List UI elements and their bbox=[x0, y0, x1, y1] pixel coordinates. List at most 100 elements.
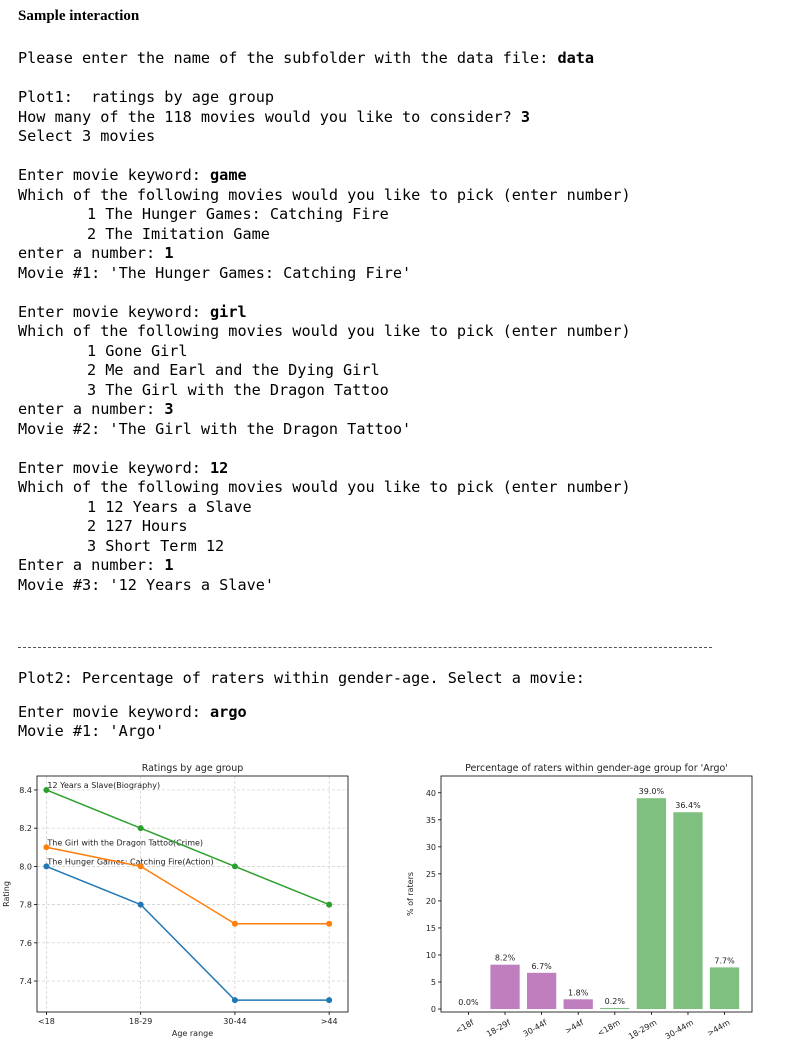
prompt-text: Movie #1: 'The Hunger Games: Catching Fi… bbox=[18, 263, 412, 282]
prompt-text: How many of the 118 movies would you lik… bbox=[18, 107, 521, 126]
user-input: 1 bbox=[164, 556, 174, 574]
series-line bbox=[46, 846, 330, 925]
prompt-text: enter a number: bbox=[18, 244, 165, 262]
block: Enter movie keyword: girl Which of the fo… bbox=[18, 303, 631, 440]
chart-title: Ratings by age group bbox=[142, 763, 244, 774]
prompt-text: Enter movie keyword: bbox=[18, 458, 211, 477]
series-line bbox=[46, 789, 330, 906]
y-tick-label: 15 bbox=[426, 924, 436, 933]
series-annotation: The Hunger Games: Catching Fire(Action) bbox=[46, 857, 213, 866]
prompt-text: Movie #3: '12 Years a Slave' bbox=[18, 575, 275, 594]
x-tick-label: 30-44m bbox=[664, 1018, 696, 1041]
prompt-text: Enter movie keyword: bbox=[18, 702, 211, 721]
data-point bbox=[326, 901, 333, 908]
data-point bbox=[326, 997, 333, 1004]
value-label: 6.7% bbox=[531, 962, 552, 971]
user-input: data bbox=[557, 49, 595, 67]
line: Please enter the name of the subfolder w… bbox=[18, 49, 631, 69]
charts: Ratings by age group Rating Age range 7.4 7.… bbox=[2, 763, 753, 1041]
y-axis-label: Rating bbox=[2, 881, 11, 907]
data-point bbox=[43, 863, 50, 870]
x-tick-label: <18f bbox=[454, 1018, 476, 1036]
data-point bbox=[231, 863, 238, 870]
prompt-text: 3 Short Term 12 bbox=[87, 536, 225, 555]
y-tick-label: 8.0 bbox=[19, 862, 32, 871]
block: Plot1: ratings by age group How many of t… bbox=[18, 88, 631, 147]
line: 1 The Hunger Games: Catching Fire bbox=[18, 205, 631, 225]
prompt-text: Enter movie keyword: bbox=[18, 302, 211, 321]
x-tick-label: >44f bbox=[564, 1018, 586, 1036]
bar bbox=[636, 798, 667, 1010]
line: Which of the following movies would you … bbox=[18, 322, 631, 342]
user-input: argo bbox=[210, 702, 247, 721]
y-tick-label: 7.8 bbox=[19, 901, 32, 910]
prompt-text: 2 Me and Earl and the Dying Girl bbox=[87, 361, 380, 379]
prompt-text: Which of the following movies would you … bbox=[18, 185, 631, 204]
line: Plot2: Percentage of raters within gende… bbox=[18, 669, 631, 689]
line: How many of the 118 movies would you lik… bbox=[18, 108, 631, 128]
block: Please enter the name of the subfolder w… bbox=[18, 49, 631, 69]
chart-title: Percentage of raters within gender-age g… bbox=[465, 763, 728, 774]
series-annotation: The Girl with the Dragon Tattoo(Crime) bbox=[46, 838, 203, 847]
user-input: game bbox=[210, 166, 247, 184]
x-tick-label: <18m bbox=[596, 1018, 622, 1038]
x-tick-label: >44m bbox=[706, 1018, 732, 1038]
series-line bbox=[46, 865, 330, 1001]
y-tick-label: 8.2 bbox=[19, 824, 32, 833]
x-tick-label: >44 bbox=[321, 1017, 338, 1026]
y-tick-label: 25 bbox=[426, 870, 436, 879]
user-input: 3 bbox=[520, 107, 531, 126]
line: Enter movie keyword: argo bbox=[18, 703, 631, 723]
prompt-text: Please enter the name of the subfolder w… bbox=[18, 49, 558, 67]
bar bbox=[563, 999, 593, 1010]
y-tick-label: 7.4 bbox=[19, 977, 32, 986]
prompt-text: 1 The Hunger Games: Catching Fire bbox=[87, 205, 389, 223]
prompt-text: Enter a number: bbox=[18, 556, 165, 574]
terminal-output: Please enter the name of the subfolder w… bbox=[18, 49, 631, 761]
data-point bbox=[231, 920, 238, 927]
bar bbox=[673, 812, 703, 1010]
prompt-text: enter a number: bbox=[18, 400, 165, 418]
line: Which of the following movies would you … bbox=[18, 186, 631, 206]
line: 2 127 Hours bbox=[18, 517, 631, 537]
data-point bbox=[231, 997, 238, 1004]
line: Which of the following movies would you … bbox=[18, 478, 631, 498]
block: Enter movie keyword: game Which of the fo… bbox=[18, 166, 631, 283]
x-tick-label: 18-29 bbox=[129, 1017, 152, 1026]
plot-frame bbox=[440, 775, 753, 1013]
x-tick-label: 30-44 bbox=[223, 1017, 246, 1026]
prompt-text: Plot2: Percentage of raters within gende… bbox=[18, 669, 585, 687]
x-tick-label: 30-44f bbox=[522, 1018, 549, 1039]
prompt-text: Movie #1: 'Argo' bbox=[18, 722, 165, 740]
user-input: girl bbox=[210, 302, 247, 321]
data-point bbox=[43, 844, 50, 851]
divider bbox=[18, 647, 712, 648]
line: Select 3 movies bbox=[18, 127, 631, 147]
line: enter a number: 3 bbox=[18, 400, 631, 420]
user-input: 1 bbox=[164, 244, 174, 262]
bar bbox=[526, 972, 557, 1010]
series-annotation: 12 Years a Slave(Biography) bbox=[47, 781, 160, 790]
line: 2 The Imitation Game bbox=[18, 225, 631, 245]
block: Plot2: Percentage of raters within gende… bbox=[18, 669, 631, 689]
prompt-text: 1 12 Years a Slave bbox=[87, 497, 252, 516]
prompt-text: 3 The Girl with the Dragon Tattoo bbox=[87, 380, 389, 399]
y-tick-label: 20 bbox=[426, 897, 436, 906]
value-label: 8.2% bbox=[495, 954, 516, 963]
line: 1 12 Years a Slave bbox=[18, 498, 631, 518]
prompt-text: Which of the following movies would you … bbox=[18, 322, 631, 340]
prompt-text: Plot1: ratings by age group bbox=[18, 88, 275, 106]
y-tick-label: 7.6 bbox=[19, 939, 32, 948]
block: Enter movie keyword: argo Movie #1: 'Argo… bbox=[18, 703, 631, 742]
data-point bbox=[137, 825, 144, 832]
prompt-text: Which of the following movies would you … bbox=[18, 478, 631, 496]
data-point bbox=[326, 920, 333, 927]
user-input: 3 bbox=[164, 400, 174, 418]
y-tick-label: 8.4 bbox=[19, 786, 32, 795]
plot-frame bbox=[36, 775, 349, 1013]
bar bbox=[709, 967, 740, 1010]
y-tick-label: 40 bbox=[426, 789, 436, 798]
line: Enter a number: 1 bbox=[18, 556, 631, 576]
heading: Sample interaction bbox=[18, 8, 140, 24]
value-label: 36.4% bbox=[675, 801, 701, 810]
